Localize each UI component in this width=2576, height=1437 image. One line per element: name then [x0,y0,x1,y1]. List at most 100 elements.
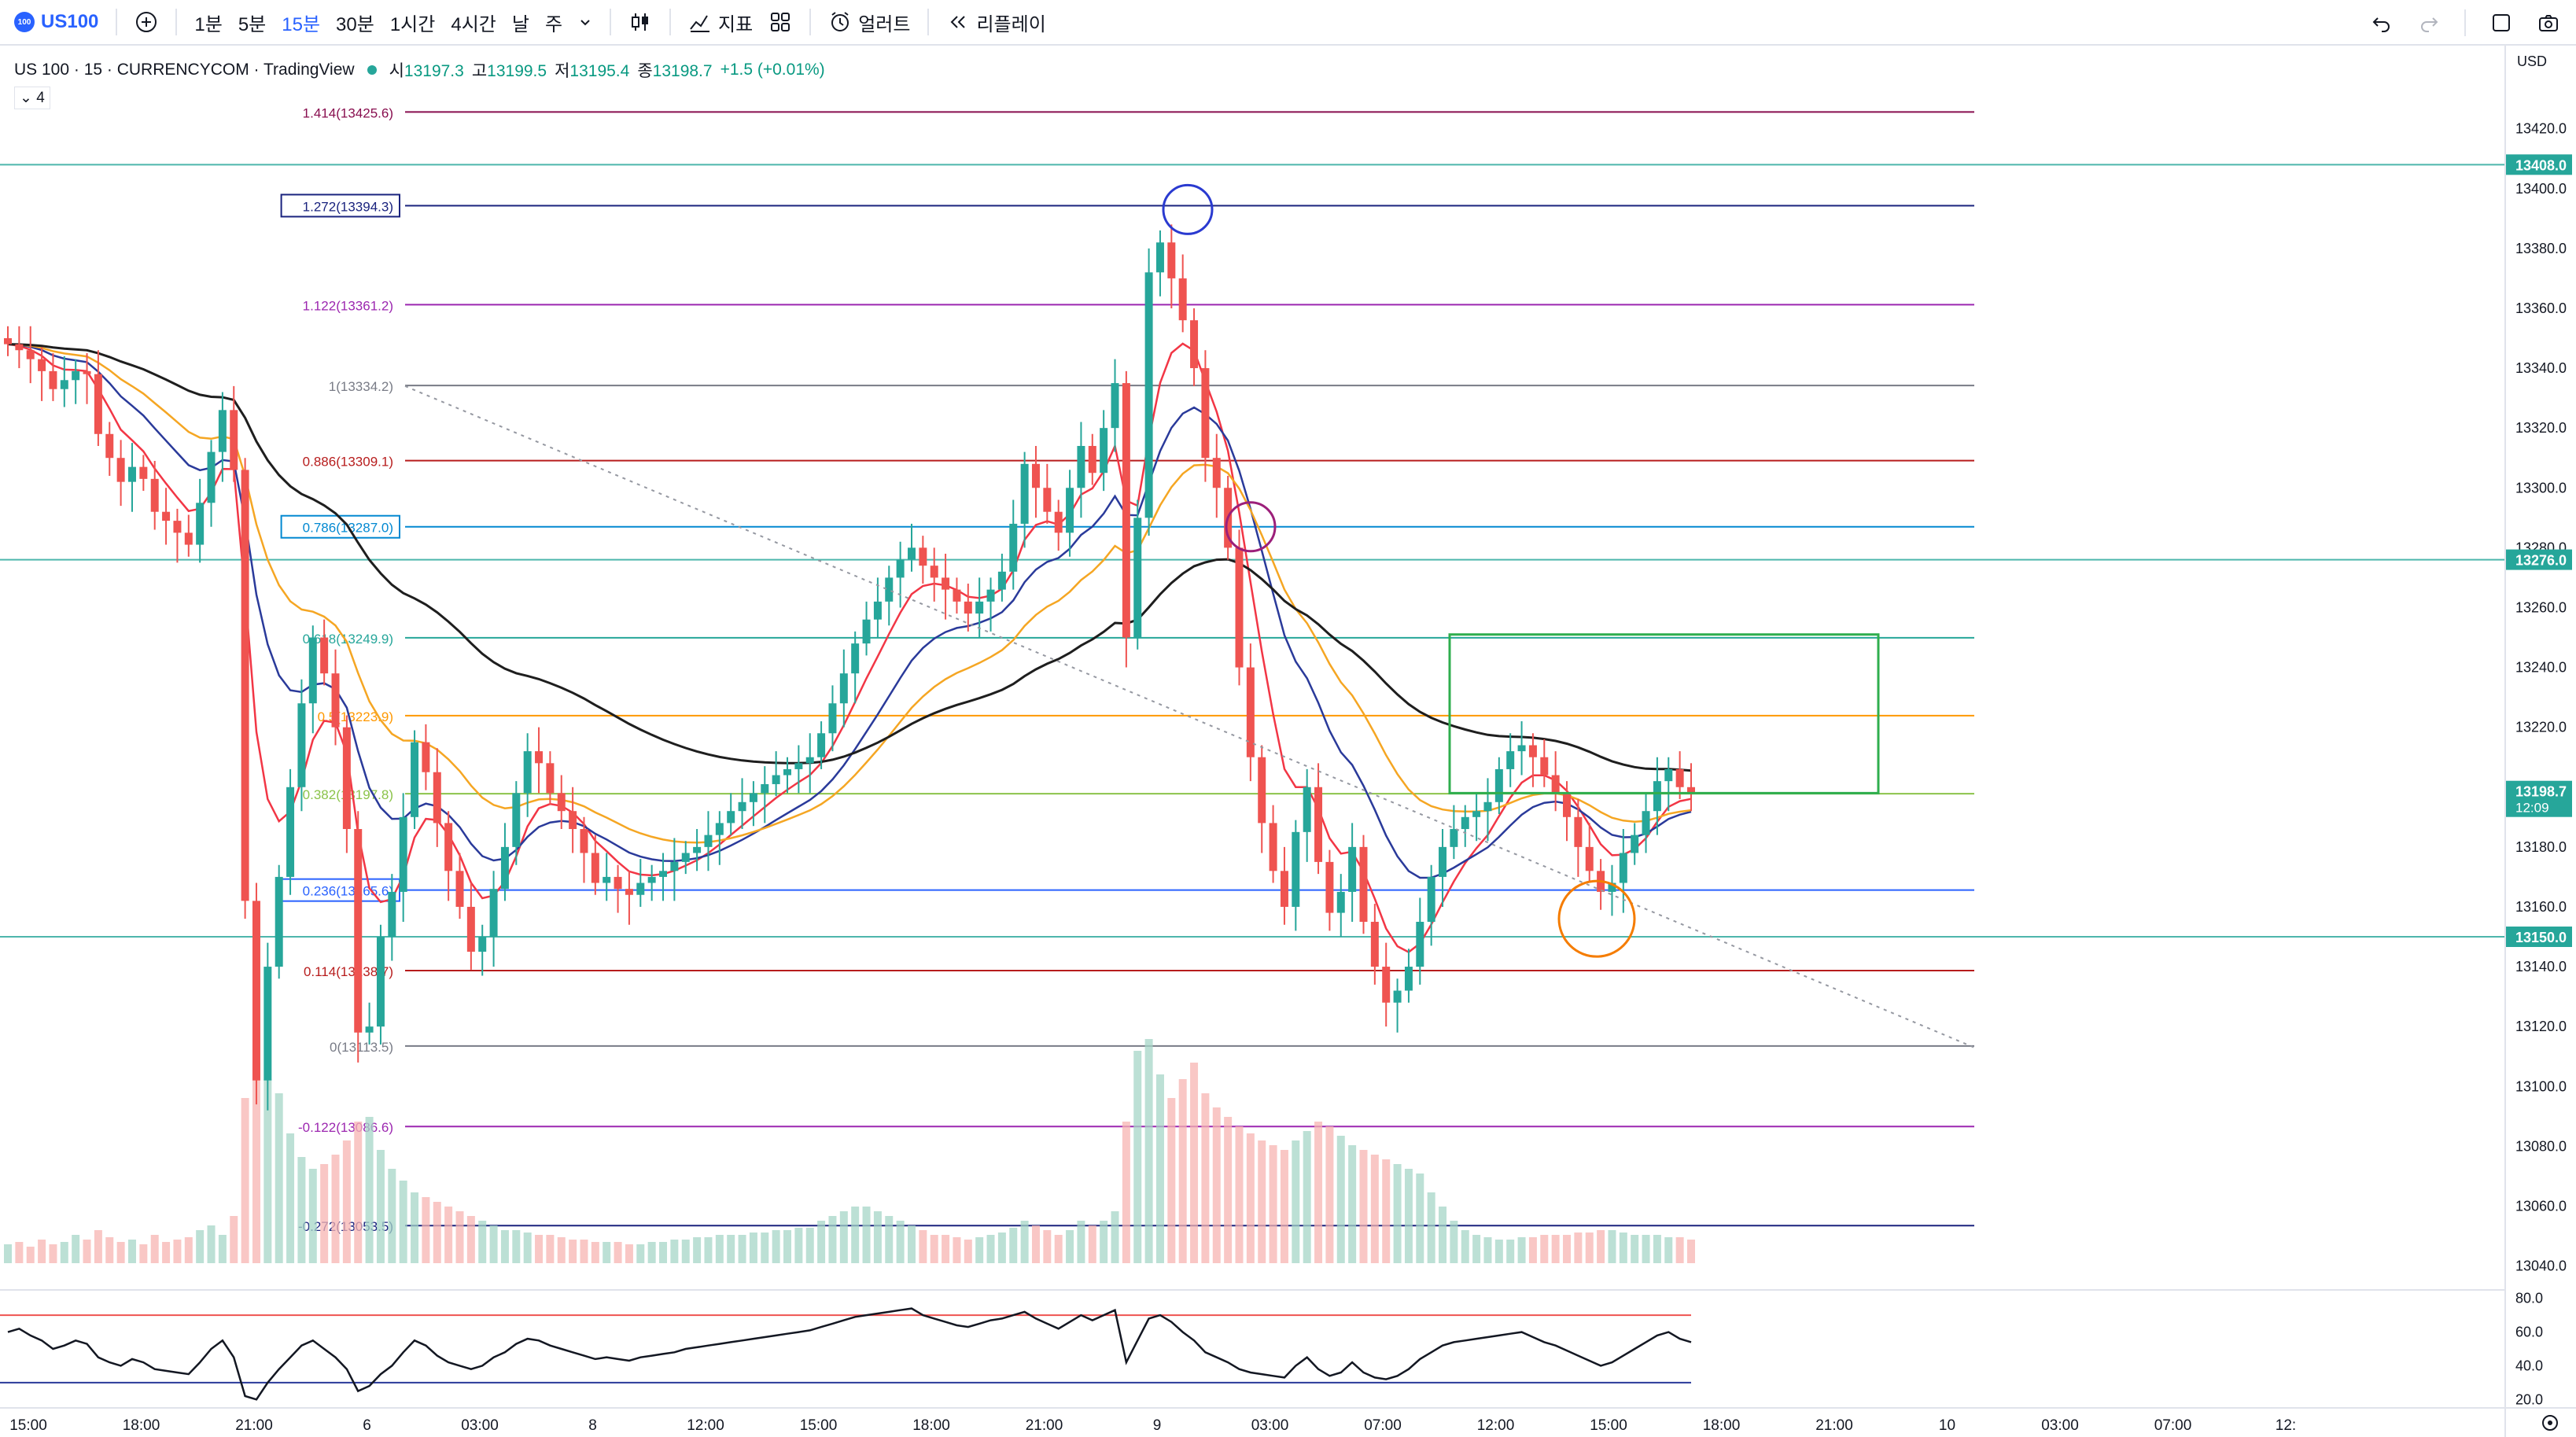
candle-body [512,793,521,847]
indicators-icon [690,15,710,32]
interval-button[interactable]: 1분 [194,13,223,35]
candle-body [252,901,260,1081]
volume-bar [38,1240,46,1263]
candle-body [1517,745,1526,752]
replay-button[interactable]: 리플레이 [946,9,1046,36]
volume-bar [230,1216,238,1263]
volume-bar [1370,1155,1379,1263]
fullscreen-icon[interactable] [2489,11,2513,35]
candle-body [1043,488,1052,512]
volume-bar [1336,1136,1345,1263]
interval-button[interactable]: 15분 [282,13,321,35]
camera-icon[interactable] [2537,11,2560,35]
time-tick-label: 18:00 [912,1417,950,1434]
templates-button[interactable] [768,10,792,34]
price-chart[interactable]: 1.414(13425.6) 1.272(13394.3) 1.122(13361.… [0,46,2576,1437]
volume-bar [1111,1211,1119,1263]
candle-body [772,775,780,784]
candle-body [1664,768,1673,782]
undo-icon[interactable] [2370,11,2394,35]
volume-bar [851,1207,860,1263]
volume-bar [1031,1225,1040,1263]
volume-bar [1483,1237,1492,1263]
candle-body [116,458,125,482]
candle-body [1303,787,1311,832]
interval-button[interactable]: 1시간 [389,13,436,35]
candle-body [196,503,205,545]
volume-bar [1597,1230,1605,1263]
volume-bar [1201,1093,1210,1263]
volume-bar [49,1244,57,1263]
candle-body [241,470,249,901]
candle-body [1416,921,1424,967]
time-tick-label: 15:00 [800,1417,838,1434]
volume-bar [1664,1237,1673,1263]
volume-bar [647,1242,656,1263]
volume-bar [1280,1150,1288,1263]
candle-body [49,370,57,389]
volume-bar [1122,1122,1130,1263]
price-tick-label: 13260.0 [2515,599,2567,615]
candle-body [862,619,871,644]
volume-bar [885,1216,894,1263]
volume-bar [1653,1235,1661,1263]
price-tick-label: 13300.0 [2515,480,2567,496]
redo-icon[interactable] [2417,11,2441,35]
ohlc-high: 고13199.5 [471,62,547,80]
interval-button[interactable]: 날 [511,13,529,35]
candle-body [851,643,860,674]
candle-body [1190,320,1199,369]
chart-type-button[interactable] [628,10,652,34]
candle-body [1483,801,1492,812]
candle-body [331,673,340,728]
candle-body [388,891,396,938]
candle-body [1563,793,1572,817]
fib-level-label: -0.122(13086.6) [298,1120,393,1135]
volume-bar [625,1244,633,1263]
volume-bar [162,1242,171,1263]
price-badge-label: 13276.0 [2515,553,2567,569]
volume-bar [1608,1230,1616,1263]
volume-bar [614,1242,622,1263]
volume-bar [173,1240,182,1263]
volume-bar [1054,1235,1063,1263]
fib-level-label: 0.886(13309.1) [303,455,393,470]
candle-body [636,882,645,895]
volume-bar [207,1225,216,1263]
ohlc-low: 저13195.4 [555,62,630,80]
symbol-selector[interactable]: 100 US100 [14,11,98,33]
indicators-button[interactable]: 지표 [688,9,753,36]
volume-bar [693,1237,702,1263]
candle-body [1336,891,1345,913]
volume-bar [1472,1235,1481,1263]
interval-dropdown-button[interactable] [578,15,592,29]
volume-bar [1178,1079,1187,1263]
alert-button[interactable]: 얼러트 [828,9,910,36]
interval-button[interactable]: 4시간 [451,13,496,35]
candle-body [839,673,848,704]
candle-body [828,703,837,734]
volume-bar [1190,1063,1199,1263]
toolbar-divider [809,9,812,35]
volume-bar [919,1230,927,1263]
candle-body [173,521,182,533]
interval-button[interactable]: 30분 [336,13,374,35]
candle-body [466,906,475,952]
compare-symbol-button[interactable] [135,10,158,34]
candle-body [433,772,441,824]
chevron-down-icon: ⌄ [20,90,32,106]
candle-body [94,374,102,434]
fib-label-box [280,514,400,539]
interval-button[interactable]: 5분 [238,13,267,35]
volume-bar [896,1221,905,1263]
candle-body [557,793,566,812]
volume-bar [1574,1233,1583,1263]
rsi-line [7,1307,1692,1401]
toolbar-divider [116,9,118,35]
volume-bar [727,1235,735,1263]
indicators-toggle[interactable]: ⌄ 4 [14,87,50,109]
interval-button[interactable]: 주 [544,13,563,35]
time-tick-label: 8 [588,1417,597,1434]
replay-label: 리플레이 [976,13,1046,35]
candle-body [523,751,532,794]
